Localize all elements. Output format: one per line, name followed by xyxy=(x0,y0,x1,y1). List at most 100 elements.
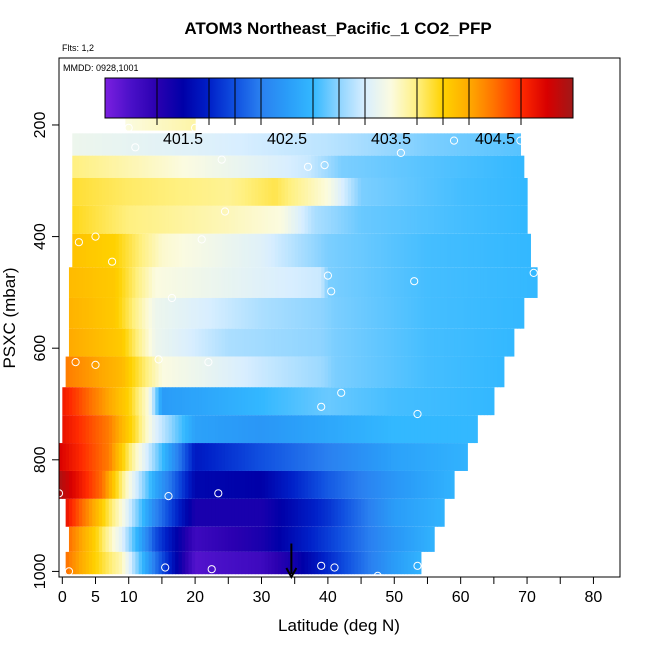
heatmap-cell xyxy=(467,328,472,357)
heatmap-cell xyxy=(181,387,186,416)
heatmap-cell xyxy=(234,328,239,357)
heatmap-cell xyxy=(394,470,399,499)
heatmap-cell xyxy=(311,356,316,388)
heatmap-cell xyxy=(205,328,209,357)
heatmap-cell xyxy=(185,415,190,444)
heatmap-cell xyxy=(135,526,140,552)
heatmap-cell xyxy=(384,498,389,527)
heatmap-cell xyxy=(314,498,319,527)
heatmap-cell xyxy=(513,297,518,329)
heatmap-cell xyxy=(321,526,326,552)
heatmap-band xyxy=(72,133,522,156)
heatmap-cell xyxy=(434,155,439,178)
heatmap-cell xyxy=(268,328,273,357)
heatmap-cell xyxy=(78,526,83,552)
heatmap-cell xyxy=(115,205,120,234)
heatmap-cell xyxy=(171,356,176,388)
heatmap-cell xyxy=(178,356,183,388)
heatmap-cell xyxy=(95,177,100,206)
heatmap-cell xyxy=(380,297,385,329)
heatmap-cell xyxy=(344,177,349,206)
heatmap-cell xyxy=(361,328,365,357)
heatmap-cell xyxy=(128,297,133,329)
heatmap-cell xyxy=(118,177,123,206)
heatmap-cell xyxy=(394,233,399,268)
heatmap-cell xyxy=(158,328,163,357)
heatmap-cell xyxy=(384,551,389,575)
heatmap-cell xyxy=(344,267,349,298)
heatmap-cell xyxy=(444,328,448,357)
heatmap-cell xyxy=(85,177,90,206)
heatmap-cell xyxy=(288,328,292,357)
heatmap-cell xyxy=(115,267,120,298)
heatmap-cell xyxy=(440,415,445,444)
heatmap-cell xyxy=(490,356,495,388)
heatmap-cell xyxy=(404,267,409,298)
heatmap-cell xyxy=(298,177,302,206)
heatmap-cell xyxy=(291,328,296,357)
heatmap-cell xyxy=(92,267,97,298)
heatmap-cell xyxy=(155,470,160,499)
heatmap-cell xyxy=(460,267,465,298)
heatmap-cell xyxy=(264,155,269,178)
heatmap-band xyxy=(62,387,495,416)
heatmap-cell xyxy=(444,205,448,234)
heatmap-cell xyxy=(447,387,452,416)
heatmap-cell xyxy=(430,205,435,234)
heatmap-cell xyxy=(201,328,206,357)
heatmap-cell xyxy=(251,328,256,357)
heatmap-cell xyxy=(444,177,448,206)
heatmap-cell xyxy=(195,328,200,357)
heatmap-cell xyxy=(347,470,352,499)
heatmap-cell xyxy=(410,526,415,552)
heatmap-cell xyxy=(281,498,286,527)
heatmap-cell xyxy=(238,133,243,156)
heatmap-cell xyxy=(337,297,342,329)
heatmap-cell xyxy=(357,297,362,329)
heatmap-cell xyxy=(92,328,97,357)
heatmap-cell xyxy=(390,498,395,527)
heatmap-cell xyxy=(291,498,296,527)
heatmap-cell xyxy=(181,155,186,178)
heatmap-cell xyxy=(145,133,150,156)
heatmap-cell xyxy=(141,133,146,156)
heatmap-cell xyxy=(244,328,249,357)
heatmap-cell xyxy=(191,133,196,156)
heatmap-cell xyxy=(105,155,110,178)
heatmap-cell xyxy=(400,205,405,234)
heatmap-cell xyxy=(430,328,435,357)
heatmap-cell xyxy=(347,387,352,416)
heatmap-cell xyxy=(181,267,186,298)
heatmap-cell xyxy=(224,526,229,552)
heatmap-cell xyxy=(347,205,352,234)
heatmap-cell xyxy=(98,177,103,206)
heatmap-cell xyxy=(234,233,239,268)
heatmap-cell xyxy=(195,443,200,471)
heatmap-cell xyxy=(298,498,302,527)
heatmap-cell xyxy=(427,205,432,234)
heatmap-cell xyxy=(78,498,83,527)
heatmap-cell xyxy=(367,205,372,234)
heatmap-cell xyxy=(327,297,332,329)
heatmap-cell xyxy=(420,526,425,552)
heatmap-cell xyxy=(364,415,369,444)
heatmap-cell xyxy=(185,526,190,552)
heatmap-cell xyxy=(298,297,302,329)
heatmap-cell xyxy=(195,297,200,329)
heatmap-cell xyxy=(424,133,429,156)
heatmap-cell xyxy=(410,267,415,298)
heatmap-cell xyxy=(294,551,299,575)
heatmap-cell xyxy=(341,133,346,156)
heatmap-cell xyxy=(334,133,339,156)
heatmap-cell xyxy=(268,205,273,234)
heatmap-cell xyxy=(294,155,299,178)
heatmap-cell xyxy=(238,551,243,575)
heatmap-cell xyxy=(327,233,332,268)
heatmap-cell xyxy=(314,133,319,156)
heatmap-cell xyxy=(75,177,80,206)
heatmap-cell xyxy=(517,233,522,268)
heatmap-cell xyxy=(483,267,488,298)
heatmap-cell xyxy=(473,267,478,298)
heatmap-cell xyxy=(394,133,399,156)
heatmap-cell xyxy=(357,387,362,416)
